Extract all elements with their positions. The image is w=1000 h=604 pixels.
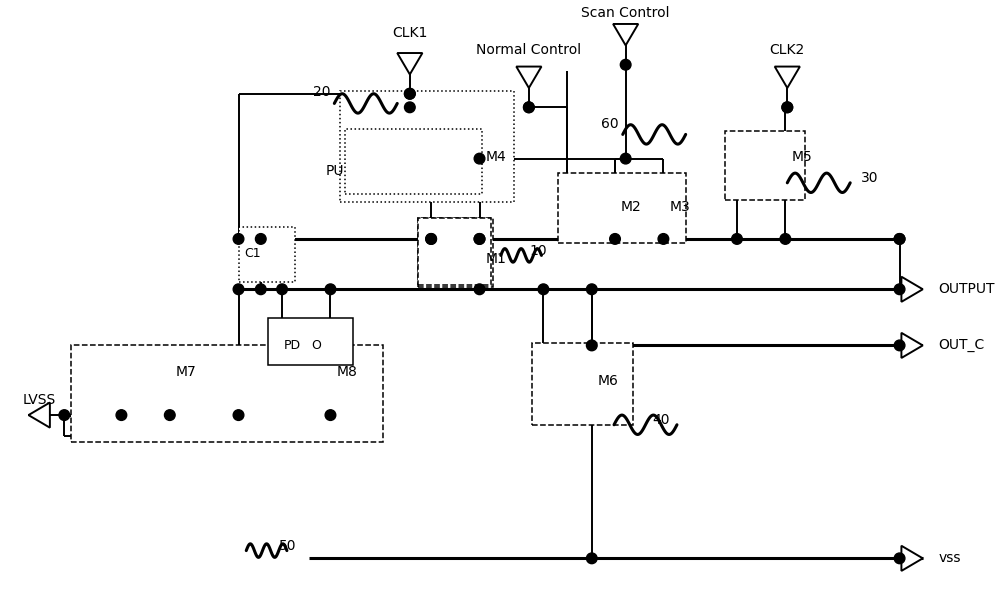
Circle shape xyxy=(782,102,793,112)
Text: M5: M5 xyxy=(791,150,812,164)
Circle shape xyxy=(586,284,597,295)
Circle shape xyxy=(894,234,905,244)
Circle shape xyxy=(277,284,287,295)
Text: vss: vss xyxy=(938,551,961,565)
Bar xyxy=(418,217,493,288)
Circle shape xyxy=(325,284,336,295)
Circle shape xyxy=(426,234,436,244)
Text: CLK1: CLK1 xyxy=(392,25,428,39)
Circle shape xyxy=(658,234,669,244)
Polygon shape xyxy=(901,546,923,571)
Bar xyxy=(268,318,353,365)
Bar xyxy=(725,130,805,200)
Circle shape xyxy=(255,284,266,295)
Circle shape xyxy=(405,102,415,112)
Circle shape xyxy=(780,234,791,244)
Circle shape xyxy=(233,410,244,420)
Text: M6: M6 xyxy=(598,374,618,388)
Circle shape xyxy=(586,553,597,564)
Text: 10: 10 xyxy=(530,243,547,257)
Text: PD: PD xyxy=(284,339,301,352)
Circle shape xyxy=(405,88,415,99)
Circle shape xyxy=(426,234,436,244)
Polygon shape xyxy=(397,53,422,74)
Circle shape xyxy=(474,284,485,295)
Circle shape xyxy=(894,234,905,244)
Text: CLK2: CLK2 xyxy=(770,43,805,57)
Text: 60: 60 xyxy=(601,117,619,130)
Circle shape xyxy=(325,410,336,420)
Polygon shape xyxy=(613,24,638,45)
Text: M3: M3 xyxy=(669,200,690,214)
Text: M7: M7 xyxy=(176,365,196,379)
Text: PU: PU xyxy=(326,164,344,178)
Circle shape xyxy=(474,234,485,244)
Circle shape xyxy=(405,88,415,99)
Circle shape xyxy=(474,234,485,244)
Text: OUT_C: OUT_C xyxy=(938,338,985,352)
Text: O: O xyxy=(311,339,321,352)
Polygon shape xyxy=(775,66,800,88)
Circle shape xyxy=(474,153,485,164)
Circle shape xyxy=(233,284,244,295)
Circle shape xyxy=(586,340,597,351)
Circle shape xyxy=(233,234,244,244)
Text: 50: 50 xyxy=(279,539,297,553)
Circle shape xyxy=(894,553,905,564)
Circle shape xyxy=(620,153,631,164)
Bar xyxy=(418,217,491,286)
Circle shape xyxy=(620,59,631,70)
Text: LVSS: LVSS xyxy=(23,393,56,407)
Text: Scan Control: Scan Control xyxy=(581,6,670,20)
Circle shape xyxy=(894,340,905,351)
Circle shape xyxy=(524,102,534,112)
Circle shape xyxy=(59,410,70,420)
Polygon shape xyxy=(901,277,923,302)
Text: M8: M8 xyxy=(336,365,357,379)
Circle shape xyxy=(610,234,620,244)
Circle shape xyxy=(255,234,266,244)
Bar xyxy=(532,342,633,425)
Circle shape xyxy=(116,410,127,420)
Circle shape xyxy=(524,102,534,112)
Bar xyxy=(239,227,295,281)
Bar xyxy=(340,91,514,202)
Polygon shape xyxy=(516,66,541,88)
Circle shape xyxy=(732,234,742,244)
Bar xyxy=(345,129,482,194)
Circle shape xyxy=(538,284,549,295)
Circle shape xyxy=(894,284,905,295)
Bar xyxy=(71,345,383,442)
Text: M1: M1 xyxy=(485,252,506,266)
Text: M2: M2 xyxy=(621,200,642,214)
Polygon shape xyxy=(28,402,50,428)
Text: 30: 30 xyxy=(861,171,878,185)
Text: Normal Control: Normal Control xyxy=(476,43,581,57)
Text: 20: 20 xyxy=(313,85,331,98)
Circle shape xyxy=(164,410,175,420)
Text: C1: C1 xyxy=(245,247,261,260)
Circle shape xyxy=(782,102,793,112)
Text: M4: M4 xyxy=(485,150,506,164)
Bar xyxy=(558,173,686,243)
Text: OUTPUT: OUTPUT xyxy=(938,282,995,297)
Text: 40: 40 xyxy=(653,413,670,427)
Polygon shape xyxy=(901,333,923,358)
